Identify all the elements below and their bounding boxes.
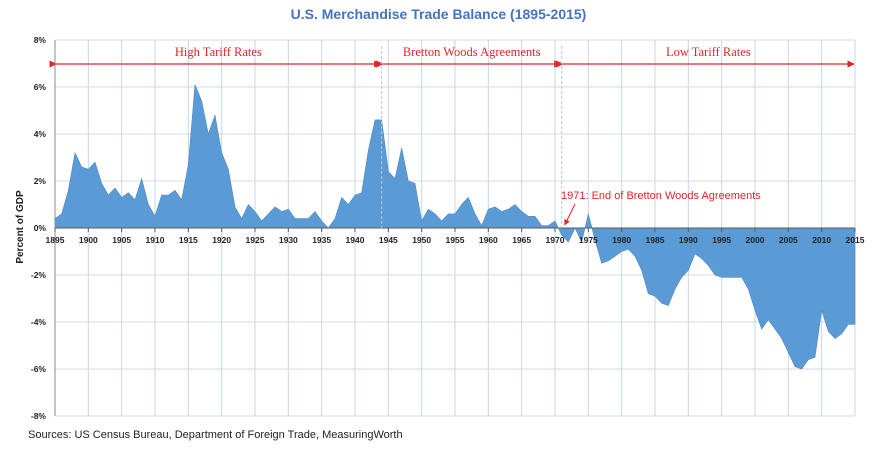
y-tick-label: -6% — [31, 364, 47, 374]
series-area — [54, 84, 856, 370]
era-label: Bretton Woods Agreements — [403, 45, 541, 59]
x-tick-label: 1945 — [379, 235, 398, 245]
y-axis-title: Percent of GDP — [15, 190, 26, 264]
x-tick-label: 1995 — [712, 235, 731, 245]
x-tick-label: 2015 — [846, 235, 865, 245]
annotation-text: 1971: End of Bretton Woods Agreements — [561, 190, 761, 202]
x-tick-label: 1905 — [112, 235, 131, 245]
x-tick-label: 1985 — [646, 235, 665, 245]
x-tick-label: 1915 — [179, 235, 198, 245]
era-annotations: High Tariff Rates Bretton Woods Agreement… — [49, 45, 855, 228]
x-tick-label: 1920 — [212, 235, 231, 245]
x-tick-label: 1980 — [612, 235, 631, 245]
axes: -8% -6% -4% -2% 0% 2% 4% 6% 8% 1895 1900 1905 1910 19… — [31, 35, 865, 421]
y-tick-label: 0% — [34, 223, 47, 233]
x-tick-label: 1900 — [79, 235, 98, 245]
y-tick-label: -2% — [31, 270, 47, 280]
x-tick-label: 2010 — [812, 235, 831, 245]
x-tick-label: 1960 — [479, 235, 498, 245]
x-tick-label: 1910 — [146, 235, 165, 245]
x-tick-label: 1965 — [512, 235, 531, 245]
y-tick-label: -4% — [31, 317, 47, 327]
plot-area — [54, 84, 856, 370]
x-tick-label: 2000 — [746, 235, 765, 245]
x-tick-label: 2005 — [779, 235, 798, 245]
x-tick-label: 1990 — [679, 235, 698, 245]
x-tick-label: 1935 — [312, 235, 331, 245]
x-tick-label: 1940 — [346, 235, 365, 245]
x-tick-label: 1950 — [412, 235, 431, 245]
era-label: High Tariff Rates — [175, 45, 262, 59]
x-tick-label: 1975 — [579, 235, 598, 245]
era-label: Low Tariff Rates — [666, 45, 751, 59]
y-tick-label: 4% — [34, 129, 47, 139]
x-tick-label: 1970 — [546, 235, 565, 245]
annotation-arrow — [564, 203, 576, 226]
x-tick-label: 1955 — [446, 235, 465, 245]
y-tick-label: 8% — [34, 35, 47, 45]
chart-source: Sources: US Census Bureau, Department of… — [28, 429, 403, 441]
x-tick-label: 1895 — [46, 235, 65, 245]
chart-title: U.S. Merchandise Trade Balance (1895-201… — [290, 6, 587, 22]
x-tick-label: 1930 — [279, 235, 298, 245]
y-tick-label: 2% — [34, 176, 47, 186]
y-tick-label: 6% — [34, 82, 47, 92]
y-tick-label: -8% — [31, 411, 47, 421]
x-tick-label: 1925 — [246, 235, 265, 245]
